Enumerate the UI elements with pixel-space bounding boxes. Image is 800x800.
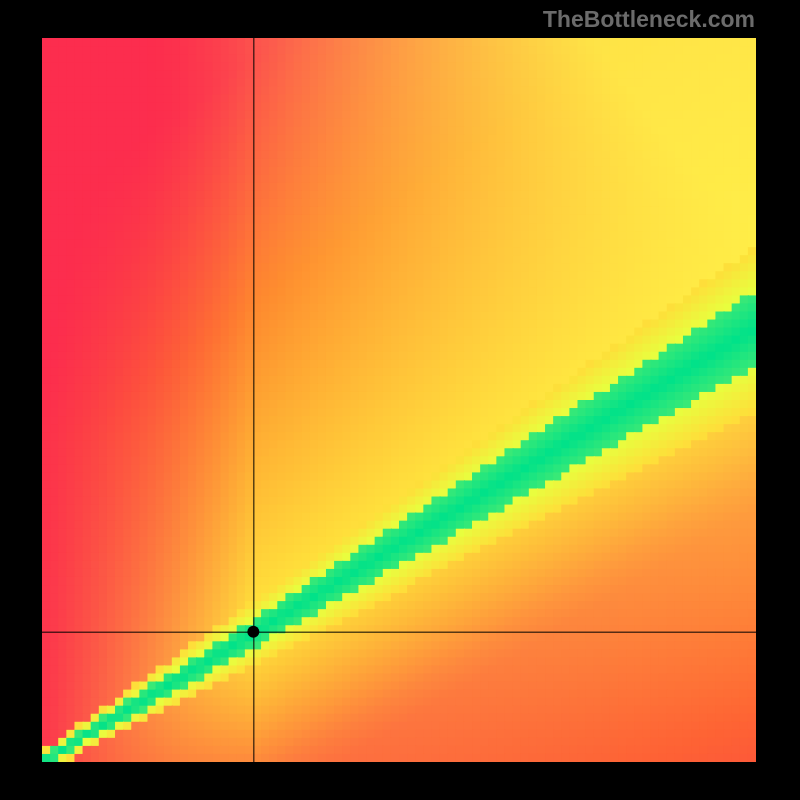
heatmap-plot (42, 38, 756, 762)
watermark-text: TheBottleneck.com (543, 6, 755, 33)
heatmap-canvas (42, 38, 756, 762)
chart-container: TheBottleneck.com (0, 0, 800, 800)
